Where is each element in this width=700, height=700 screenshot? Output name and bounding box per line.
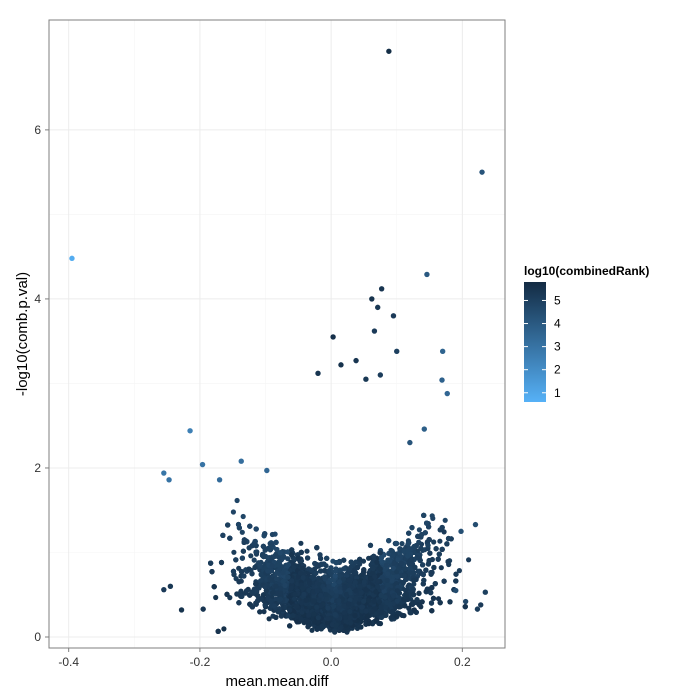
data-point: [221, 626, 227, 632]
data-point: [248, 553, 254, 559]
data-point: [441, 529, 447, 535]
data-point: [240, 513, 246, 520]
data-point: [435, 596, 442, 602]
data-point: [231, 549, 237, 555]
data-point: [304, 548, 310, 554]
point-cloud: [208, 497, 472, 635]
data-point: [213, 594, 219, 601]
data-point: [269, 531, 275, 538]
data-point: [416, 527, 422, 533]
data-point: [234, 497, 240, 504]
data-point: [266, 616, 272, 622]
grid-minor: [49, 20, 505, 648]
data-point: [430, 515, 436, 522]
data-point: [239, 529, 245, 535]
data-point: [230, 509, 236, 515]
data-point: [261, 609, 267, 615]
data-point: [456, 568, 462, 574]
data-point: [298, 540, 304, 546]
grid-major: [49, 20, 505, 648]
data-point: [399, 541, 405, 547]
data-point: [438, 565, 444, 571]
data-point: [442, 517, 448, 523]
data-point: [251, 557, 257, 563]
data-point: [437, 538, 443, 544]
data-point: [309, 627, 315, 633]
data-point: [466, 557, 472, 563]
data-point: [431, 539, 437, 545]
